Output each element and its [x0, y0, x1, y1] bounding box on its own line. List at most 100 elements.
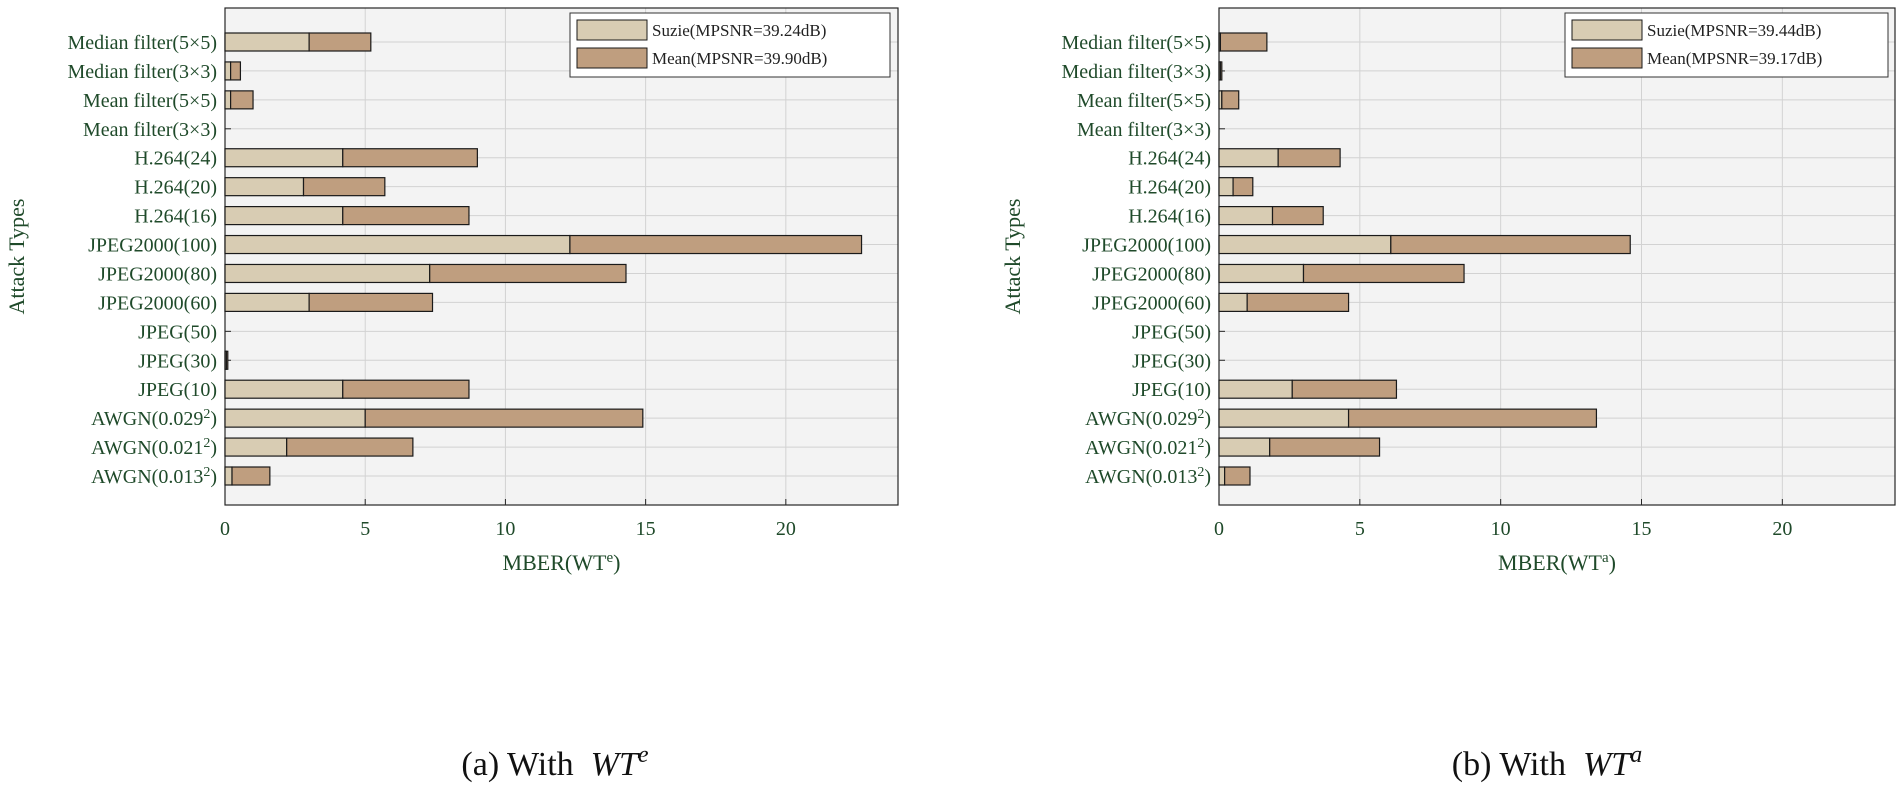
y-tick-label-text: JPEG2000(60) [1092, 292, 1211, 314]
y-tick-label-text: H.264(24) [134, 148, 217, 170]
y-tick-label-text: JPEG(10) [1132, 379, 1211, 401]
y-tick-label: AWGN(0.0212) [91, 436, 217, 460]
y-tick-label-text: JPEG2000(100) [88, 235, 217, 257]
y-tick-label-text: JPEG(10) [138, 379, 217, 401]
plot-area-b [1219, 8, 1895, 505]
bar-suzie-b [1218, 379, 1293, 399]
legend-b: Suzie(MPSNR=39.44dB) Mean(MPSNR=39.17dB) [1564, 12, 1889, 78]
y-tick-label: AWGN(0.0212) [1085, 436, 1211, 460]
panel-a: Median filter(5×5) Median filter(3×3) Mean… [4, 7, 899, 783]
bar-suzie-a [224, 206, 344, 226]
y-tick-label: Median filter(3×3) [1061, 61, 1211, 83]
bar-mean-b [1221, 90, 1240, 110]
x-tick-label: 0 [220, 518, 230, 540]
x-tick-label: 15 [1632, 518, 1652, 540]
bar-mean-b [1246, 292, 1350, 312]
y-tick-label: AWGN(0.0132) [1085, 465, 1211, 489]
y-tick-label: Median filter(5×5) [67, 32, 217, 54]
y-tick-label: JPEG(50) [1132, 321, 1211, 343]
bar-suzie-a [224, 408, 366, 428]
x-axis-label: MBER(WTe) [503, 550, 621, 575]
y-tick-label: JPEG2000(100) [88, 235, 217, 257]
y-tick-label-close: ) [210, 437, 217, 459]
y-tick-label: JPEG2000(80) [1092, 263, 1211, 285]
bar-suzie-b [1218, 148, 1279, 168]
bar-suzie-a [224, 90, 232, 110]
bar-mean-b [1219, 61, 1223, 81]
bar-suzie-b [1218, 437, 1271, 457]
bar-mean-b [1347, 408, 1598, 428]
y-tick-label-text: AWGN(0.029 [1085, 408, 1197, 430]
y-tick-label-close: ) [1204, 437, 1211, 459]
y-tick-label: JPEG(30) [1132, 350, 1211, 372]
y-tick-label-sup: 2 [1197, 407, 1204, 422]
y-tick-label-close: ) [210, 408, 217, 430]
y-tick-label-sup: 2 [203, 465, 210, 480]
caption-sup: e [638, 742, 649, 768]
bar-suzie-a [224, 32, 310, 52]
y-tick-label-text: AWGN(0.013 [91, 466, 203, 488]
y-tick-label-close: ) [1204, 408, 1211, 430]
axes-box-b [1218, 7, 1896, 506]
y-tick-label-sup: 2 [1197, 436, 1204, 451]
y-tick-label-text: AWGN(0.013 [1085, 466, 1197, 488]
y-tick-label: JPEG(50) [138, 321, 217, 343]
bar-mean-a [231, 466, 271, 486]
legend-swatch-mean [1571, 47, 1643, 69]
bar-suzie-b [1218, 292, 1248, 312]
bar-mean-b [1224, 466, 1251, 486]
bar-mean-a [308, 32, 372, 52]
y-tick-label: AWGN(0.0132) [91, 465, 217, 489]
legend-a: Suzie(MPSNR=39.24dB) Mean(MPSNR=39.90dB) [569, 12, 891, 78]
caption-a: (a) With WTe [461, 742, 648, 783]
bar-mean-b [1269, 437, 1381, 457]
y-tick-label: JPEG2000(80) [98, 263, 217, 285]
y-tick-label: Mean filter(3×3) [1077, 119, 1211, 141]
x-axis-label-text: MBER(WT [503, 550, 607, 575]
x-axis-label-text: MBER(WT [1498, 550, 1602, 575]
y-tick-label-close: ) [210, 466, 217, 488]
y-tick-label: JPEG2000(100) [1082, 235, 1211, 257]
y-tick-label-text: Median filter(5×5) [1061, 32, 1211, 54]
y-tick-label-sup: 2 [1197, 465, 1204, 480]
legend-swatch-suzie [1571, 19, 1643, 41]
x-tick-label: 0 [1214, 518, 1224, 540]
caption-b: (b) With WTa [1452, 742, 1642, 783]
caption-sup: a [1630, 742, 1642, 768]
y-tick-label-text: H.264(20) [134, 177, 217, 199]
bar-suzie-a [224, 61, 232, 81]
bar-mean-a [230, 61, 242, 81]
bar-suzie-a [224, 148, 344, 168]
bar-mean-a [302, 177, 386, 197]
y-tick-label: Mean filter(5×5) [1077, 90, 1211, 112]
y-tick-label-text: JPEG2000(80) [1092, 263, 1211, 285]
x-tick-label: 15 [636, 518, 656, 540]
caption-math: WT [591, 746, 640, 783]
legend-label-suzie: Suzie(MPSNR=39.44dB) [1647, 21, 1821, 40]
y-tick-label-text: JPEG2000(80) [98, 263, 217, 285]
bar-mean-a [225, 350, 229, 370]
y-tick-label-close: ) [1204, 466, 1211, 488]
legend-label-mean: Mean(MPSNR=39.17dB) [1647, 49, 1822, 68]
bar-suzie-b [1218, 206, 1274, 226]
bar-mean-b [1219, 32, 1268, 52]
y-tick-label: H.264(24) [134, 148, 217, 170]
y-tick-label-text: H.264(24) [1128, 148, 1211, 170]
bar-suzie-a [224, 263, 431, 284]
bar-suzie-b [1218, 234, 1392, 255]
y-tick-label: Mean filter(5×5) [83, 90, 217, 112]
bar-mean-a [286, 437, 414, 457]
bar-mean-b [1390, 234, 1631, 255]
x-tick-label: 5 [360, 518, 370, 540]
x-axis-label-close: ) [613, 550, 620, 575]
y-tick-label: Median filter(3×3) [67, 61, 217, 83]
x-tick-label: 20 [1772, 518, 1792, 540]
y-tick-label: H.264(24) [1128, 148, 1211, 170]
caption-text: (a) With [461, 746, 590, 783]
y-tick-label: H.264(20) [1128, 177, 1211, 199]
y-tick-label: H.264(16) [134, 206, 217, 228]
x-tick-label: 5 [1355, 518, 1365, 540]
bar-mean-b [1271, 206, 1324, 226]
y-tick-label: JPEG(10) [1132, 379, 1211, 401]
bar-mean-a [230, 90, 254, 110]
